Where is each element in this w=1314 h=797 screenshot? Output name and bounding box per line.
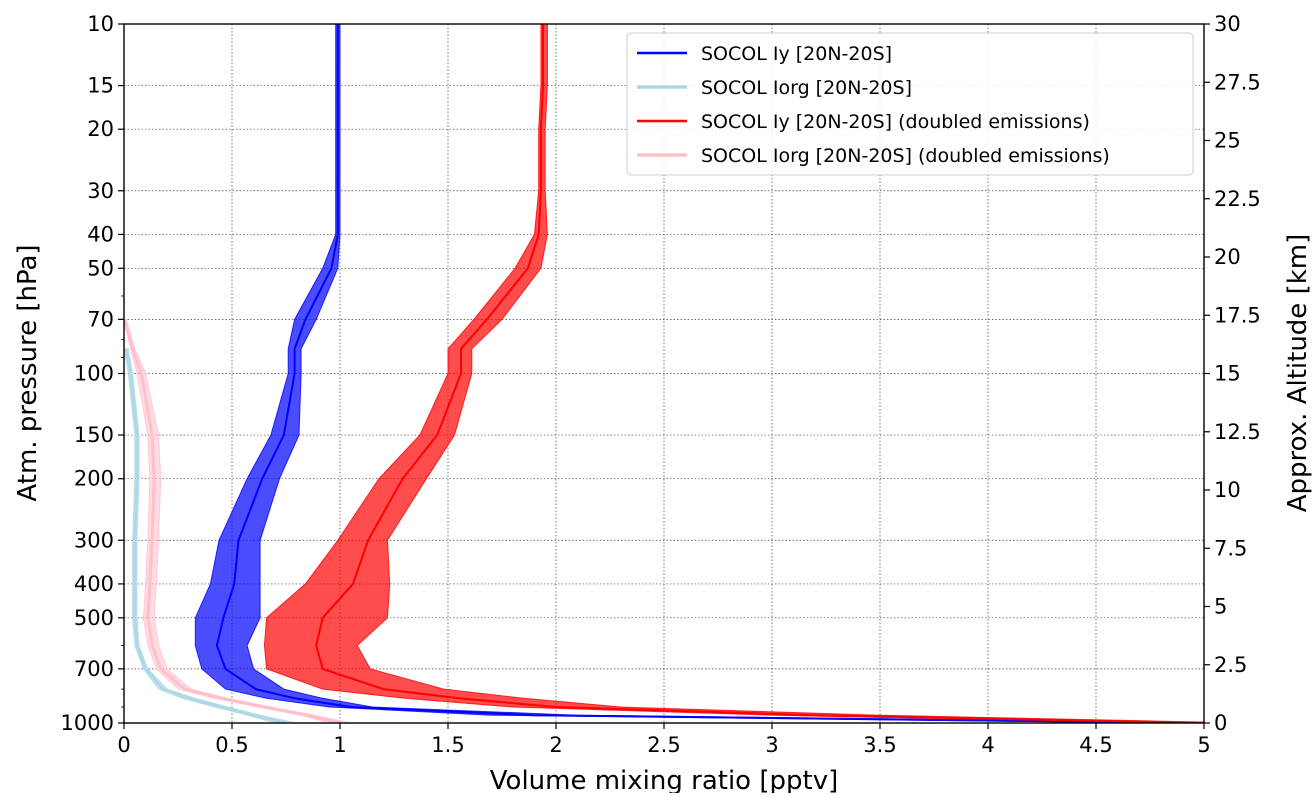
- series-line: [215, 24, 1204, 723]
- y-tick-label: 50: [87, 256, 114, 280]
- y-tick-label: 700: [74, 657, 114, 681]
- y2-tick-label: 22.5: [1214, 187, 1261, 211]
- y-axis-left: 10 15 20 30 40 50 70 100 150 200 300 400 500 700 1000: [61, 12, 124, 735]
- y-tick-label: 15: [87, 74, 114, 98]
- y2-tick-label: 2.5: [1214, 653, 1247, 677]
- series-band: [124, 348, 297, 723]
- legend: SOCOL Iy [20N-20S] SOCOL Iorg [20N-20S] SO…: [626, 32, 1194, 176]
- y2-tick-label: 10: [1214, 478, 1241, 502]
- x-axis: 0 0.5 1 1.5 2 2.5 3 3.5 4 4.5 5: [117, 723, 1211, 757]
- y-tick-label: 400: [74, 572, 114, 596]
- legend-box: [626, 32, 1194, 176]
- y2-tick-label: 15: [1214, 362, 1241, 386]
- series-band: [263, 24, 1204, 723]
- y2-tick-label: 7.5: [1214, 536, 1247, 560]
- series-band: [124, 318, 351, 723]
- y-tick-label: 100: [74, 362, 114, 386]
- y-tick-label: 200: [74, 467, 114, 491]
- y-tick-label: 150: [74, 423, 114, 447]
- series-band: [194, 24, 1204, 723]
- y-tick-label: 300: [74, 528, 114, 552]
- y2-tick-label: 20: [1214, 245, 1241, 269]
- x-tick-label: 0.5: [215, 733, 248, 757]
- x-tick-label: 1.5: [431, 733, 464, 757]
- x-tick-label: 2.5: [647, 733, 680, 757]
- y-tick-label: 30: [87, 179, 114, 203]
- x-axis-title: Volume mixing ratio [pptv]: [490, 766, 838, 793]
- y-axis-right: 0 2.5 5 7.5 10 12.5 15 17.5 20 22.5 25 27.5 30: [1204, 12, 1261, 735]
- x-tick-label: 3.5: [863, 733, 896, 757]
- y2-tick-label: 30: [1214, 12, 1241, 36]
- x-tick-label: 2: [549, 733, 562, 757]
- x-tick-label: 4: [981, 733, 994, 757]
- legend-label: SOCOL Iorg [20N-20S]: [701, 77, 912, 99]
- y2-tick-label: 5: [1214, 595, 1227, 619]
- y-tick-label: 70: [87, 307, 114, 331]
- y2-tick-label: 27.5: [1214, 70, 1261, 94]
- y2-tick-label: 25: [1214, 129, 1241, 153]
- y2-tick-label: 0: [1214, 711, 1227, 735]
- x-tick-label: 1: [333, 733, 346, 757]
- x-tick-label: 3: [765, 733, 778, 757]
- y-tick-label: 10: [87, 12, 114, 36]
- y-tick-label: 40: [87, 222, 114, 246]
- y-tick-label: 20: [87, 117, 114, 141]
- x-tick-label: 0: [117, 733, 130, 757]
- series-lines: [124, 24, 1204, 723]
- y2-tick-label: 17.5: [1214, 303, 1261, 327]
- y2-axis-title: Approx. Altitude [km]: [1283, 234, 1313, 512]
- series-line: [124, 348, 287, 723]
- y2-tick-label: 12.5: [1214, 420, 1261, 444]
- series-line: [315, 24, 1204, 723]
- legend-label: SOCOL Iorg [20N-20S] (doubled emissions): [701, 145, 1110, 167]
- y-tick-label: 500: [74, 606, 114, 630]
- series-line: [124, 318, 341, 723]
- y-axis-title: Atm. pressure [hPa]: [13, 244, 43, 501]
- legend-label: SOCOL Iy [20N-20S] (doubled emissions): [701, 111, 1090, 133]
- y-tick-label: 1000: [61, 711, 114, 735]
- x-tick-label: 5: [1197, 733, 1210, 757]
- x-tick-label: 4.5: [1079, 733, 1112, 757]
- legend-label: SOCOL Iy [20N-20S]: [701, 43, 892, 65]
- series-bands: [124, 24, 1204, 723]
